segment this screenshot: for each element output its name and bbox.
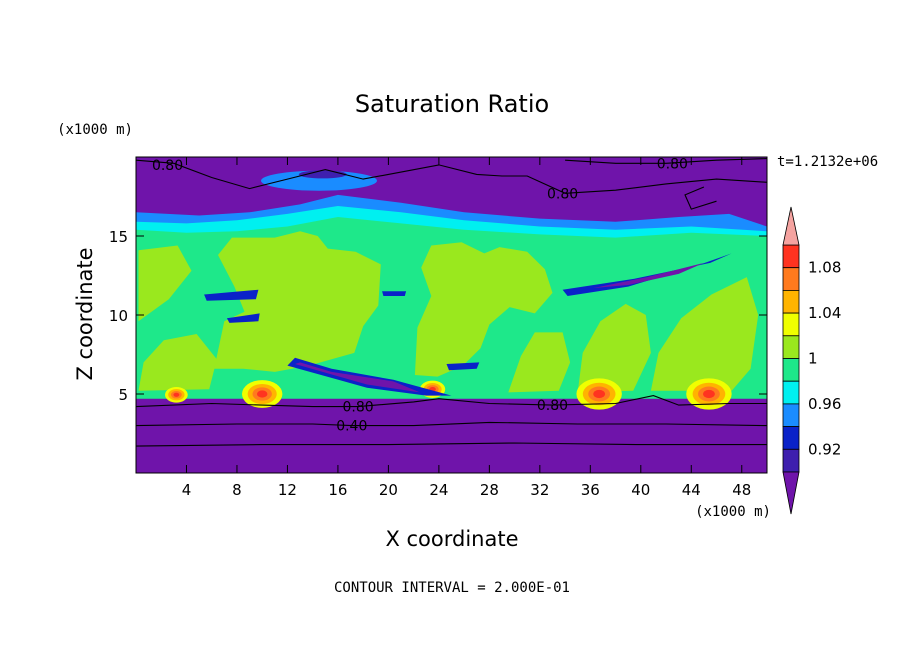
x-tick-label: 48 xyxy=(732,481,751,499)
colorbar-swatch xyxy=(782,358,800,382)
supersat-region xyxy=(414,242,553,377)
dry-streak-core xyxy=(295,362,420,393)
contour-label: 0.80 xyxy=(537,398,568,414)
colorbar-swatch xyxy=(782,335,800,359)
contour-label: 0.80 xyxy=(343,400,374,416)
field-layers: 0.80 0.80 0.80 0.80 0.80 0.40 xyxy=(136,156,767,473)
x-units-label: (x1000 m) xyxy=(695,504,771,520)
warm-cell xyxy=(173,392,180,397)
contour-label: 0.40 xyxy=(336,419,367,435)
y-tick-label: 10 xyxy=(109,307,128,325)
colorbar-swatch xyxy=(782,267,800,291)
y-axis-label: Z coordinate xyxy=(73,247,97,380)
warm-cell xyxy=(593,389,606,399)
supersat-region xyxy=(650,277,759,391)
colorbar-bottom-triangle xyxy=(782,471,800,515)
x-tick-label: 32 xyxy=(530,481,549,499)
y-tick-label: 5 xyxy=(118,386,128,404)
chart-title: Saturation Ratio xyxy=(355,90,549,118)
colorbar-label: 1.08 xyxy=(808,259,841,277)
x-tick-label: 24 xyxy=(429,481,448,499)
x-tick-label: 28 xyxy=(480,481,499,499)
warm-cell xyxy=(703,389,715,399)
supersat-region xyxy=(577,303,651,393)
colorbar-swatch xyxy=(782,244,800,269)
colorbar-label: 1.04 xyxy=(808,304,841,322)
contour-line xyxy=(684,186,717,210)
supersat-region xyxy=(138,334,217,391)
dry-streak xyxy=(382,291,407,296)
colorbar: 1.08 1.04 1 0.96 0.92 xyxy=(782,206,841,515)
x-axis-label: X coordinate xyxy=(385,527,518,551)
contour-label: 0.80 xyxy=(152,158,183,174)
contour-line xyxy=(136,442,767,447)
colorbar-label: 0.92 xyxy=(808,440,841,458)
plot-area: 0.80 0.80 0.80 0.80 0.80 0.40 xyxy=(136,156,767,473)
x-tick-label: 16 xyxy=(328,481,347,499)
contour-interval-footer: CONTOUR INTERVAL = 2.000E-01 xyxy=(334,580,570,596)
x-axis-ticks: 4 8 12 16 20 24 28 32 36 40 44 48 xyxy=(182,157,751,499)
dry-streak xyxy=(287,357,452,396)
y-units-label: (x1000 m) xyxy=(57,122,133,138)
dry-streak xyxy=(204,289,259,301)
x-tick-label: 40 xyxy=(631,481,650,499)
colorbar-label: 0.96 xyxy=(808,395,841,413)
contour-line xyxy=(565,158,767,164)
time-label: t=1.2132e+06 xyxy=(777,154,878,170)
contour-line xyxy=(136,395,767,408)
colorbar-label: 1 xyxy=(808,350,818,368)
x-tick-label: 8 xyxy=(232,481,242,499)
supersat-region xyxy=(508,332,571,393)
x-tick-label: 12 xyxy=(278,481,297,499)
x-tick-label: 44 xyxy=(682,481,701,499)
dry-streak xyxy=(562,253,732,296)
contour-label: 0.80 xyxy=(547,186,578,202)
x-tick-label: 20 xyxy=(379,481,398,499)
dry-streak xyxy=(226,313,260,323)
y-axis-ticks: 5 10 15 xyxy=(109,228,767,404)
colorbar-swatch xyxy=(782,448,800,473)
contour-label: 0.80 xyxy=(657,156,688,172)
colorbar-top-triangle xyxy=(782,206,800,246)
colorbar-swatch xyxy=(782,403,800,427)
x-tick-label: 4 xyxy=(182,481,192,499)
dry-streak xyxy=(446,362,480,371)
colorbar-swatch xyxy=(782,426,800,450)
contour-line xyxy=(136,421,767,427)
colorbar-swatch xyxy=(782,312,800,337)
supersat-region xyxy=(214,231,381,372)
colorbar-swatch xyxy=(782,380,800,405)
warm-cell xyxy=(256,390,268,398)
supersat-region xyxy=(138,245,192,322)
y-tick-label: 15 xyxy=(109,228,128,246)
x-tick-label: 36 xyxy=(581,481,600,499)
colorbar-swatch xyxy=(782,289,800,314)
